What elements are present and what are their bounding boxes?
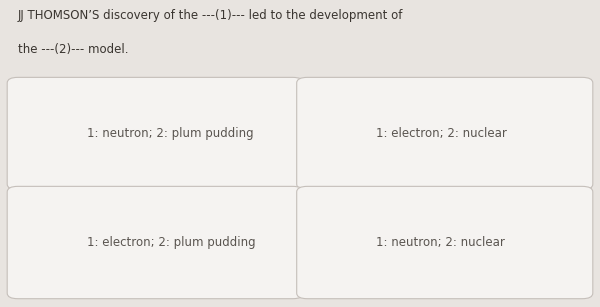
- Text: JJ THOMSON’S discovery of the ---(1)--- led to the development of: JJ THOMSON’S discovery of the ---(1)--- …: [18, 9, 403, 22]
- Text: the ---(2)--- model.: the ---(2)--- model.: [18, 43, 128, 56]
- Text: 1: electron; 2: plum pudding: 1: electron; 2: plum pudding: [86, 236, 255, 249]
- FancyBboxPatch shape: [296, 186, 593, 299]
- FancyBboxPatch shape: [7, 186, 303, 299]
- Text: 1: electron; 2: nuclear: 1: electron; 2: nuclear: [376, 127, 507, 140]
- FancyBboxPatch shape: [7, 77, 303, 190]
- Text: 1: neutron; 2: plum pudding: 1: neutron; 2: plum pudding: [86, 127, 253, 140]
- FancyBboxPatch shape: [296, 77, 593, 190]
- Text: 1: neutron; 2: nuclear: 1: neutron; 2: nuclear: [376, 236, 505, 249]
